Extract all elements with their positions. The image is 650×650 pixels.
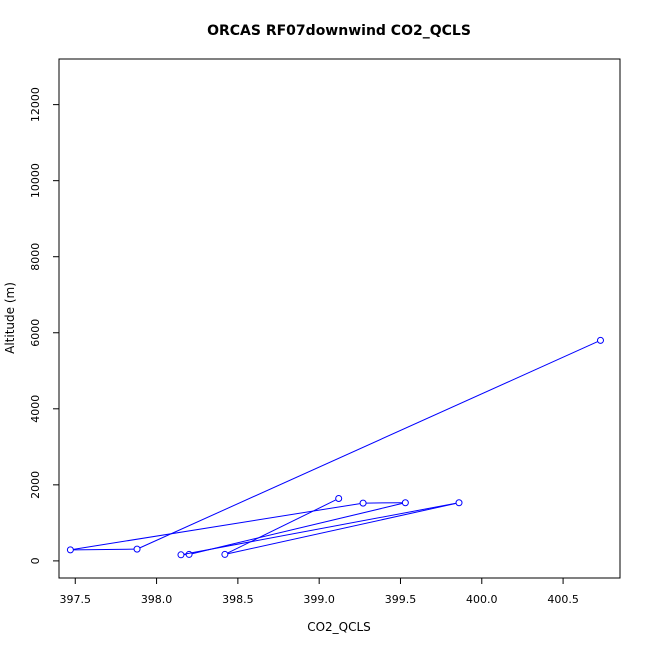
- y-axis: 0 2000 4000 6000 8000 10000 12000: [29, 87, 59, 564]
- y-tick-label: 10000: [29, 163, 42, 198]
- y-tick-label: 2000: [29, 471, 42, 499]
- y-tick-label: 6000: [29, 319, 42, 347]
- chart-title: ORCAS RF07downwind CO2_QCLS: [207, 23, 471, 39]
- x-axis: 397.5 398.0 398.5 399.0 399.5 400.0 400.5: [60, 578, 579, 606]
- series-segment: [139, 341, 598, 549]
- series-segment: [227, 502, 457, 555]
- series-segment: [227, 499, 337, 554]
- series-segment: [73, 548, 135, 551]
- data-point: [596, 336, 604, 344]
- series-layer: [66, 336, 604, 559]
- data-point: [359, 499, 367, 507]
- x-tick-label: 397.5: [60, 593, 92, 606]
- y-axis-label: Altitude (m): [3, 282, 17, 354]
- series-segment: [191, 502, 403, 555]
- y-tick-label: 8000: [29, 243, 42, 271]
- x-tick-label: 400.0: [466, 593, 498, 606]
- x-tick-label: 398.5: [222, 593, 254, 606]
- x-axis-label: CO2_QCLS: [307, 620, 371, 634]
- plot-frame: [58, 58, 621, 579]
- data-point: [133, 545, 141, 553]
- data-point: [177, 551, 185, 559]
- y-tick-label: 12000: [29, 87, 42, 122]
- data-point: [66, 546, 74, 554]
- series-segment: [183, 502, 457, 555]
- x-tick-label: 399.5: [385, 593, 417, 606]
- x-tick-label: 398.0: [141, 593, 173, 606]
- x-tick-label: 400.5: [547, 593, 579, 606]
- data-point: [401, 499, 409, 507]
- data-point: [221, 550, 229, 558]
- x-tick-label: 399.0: [303, 593, 335, 606]
- data-point: [185, 550, 193, 558]
- y-tick-label: 4000: [29, 395, 42, 423]
- y-tick-label: 0: [29, 557, 42, 564]
- data-point: [335, 495, 343, 503]
- data-point: [455, 499, 463, 507]
